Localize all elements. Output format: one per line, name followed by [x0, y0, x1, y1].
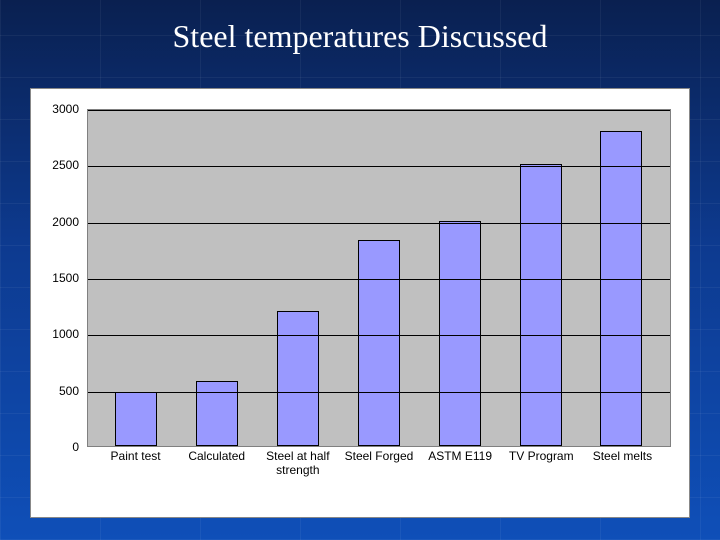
gridline: [88, 110, 670, 111]
bar: [196, 381, 238, 446]
chart-container: 0 500 1000 1500 2000 2500 3000 Paint test Calcu…: [30, 88, 690, 518]
x-tick-label: Calculated: [182, 449, 252, 478]
y-tick-label: 0: [72, 440, 79, 454]
bars-group: [88, 110, 670, 446]
bar: [520, 164, 562, 446]
x-tick-label: ASTM E119: [425, 449, 495, 478]
plot-area: [87, 109, 671, 447]
gridline: [88, 392, 670, 393]
y-tick-label: 3000: [52, 102, 79, 116]
y-tick-label: 1500: [52, 271, 79, 285]
y-tick-label: 2500: [52, 158, 79, 172]
gridline: [88, 335, 670, 336]
x-axis: Paint test Calculated Steel at half streng…: [87, 449, 671, 478]
y-tick-label: 1000: [52, 327, 79, 341]
y-axis: 050010001500200025003000: [31, 109, 83, 447]
x-tick-label: Steel melts: [587, 449, 657, 478]
gridline: [88, 166, 670, 167]
bar: [600, 131, 642, 446]
x-tick-label: Paint test: [101, 449, 171, 478]
y-tick-label: 2000: [52, 215, 79, 229]
bar: [439, 221, 481, 446]
gridline: [88, 279, 670, 280]
gridline: [88, 223, 670, 224]
slide-title: Steel temperatures Discussed: [0, 18, 720, 55]
x-tick-label: Steel at half strength: [263, 449, 333, 478]
bar: [358, 240, 400, 446]
bar: [277, 311, 319, 446]
x-tick-label: Steel Forged: [344, 449, 414, 478]
y-tick-label: 500: [59, 384, 79, 398]
bar: [115, 392, 157, 446]
x-tick-label: TV Program: [506, 449, 576, 478]
